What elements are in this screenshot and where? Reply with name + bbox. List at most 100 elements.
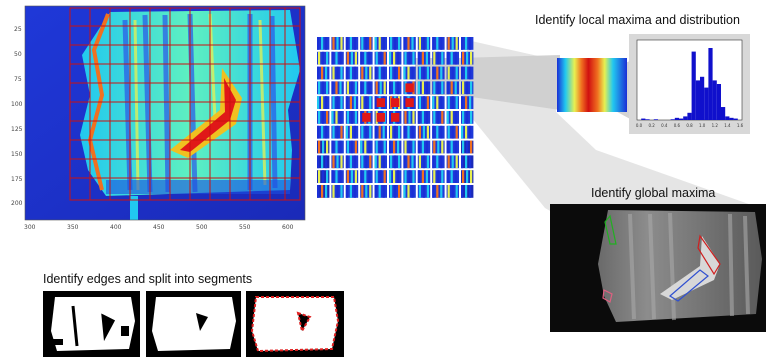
tile: [317, 185, 330, 198]
tile: [317, 140, 330, 154]
tile: [403, 81, 416, 95]
tiles-svg: [317, 37, 474, 198]
tile: [461, 155, 474, 169]
tile: [417, 66, 431, 80]
tile: [403, 170, 416, 183]
histogram-plot-area: [636, 39, 743, 121]
tile: [345, 155, 359, 169]
red-grid: [69, 7, 301, 201]
tile: [403, 51, 416, 65]
tile: [345, 81, 359, 95]
x-tick: 300: [24, 224, 36, 231]
segment-thumb-1: [43, 291, 140, 357]
global-maxima-svg: [598, 210, 762, 322]
segment-thumb-2-svg: [152, 297, 236, 351]
tile: [374, 155, 387, 169]
histogram-bar: [679, 118, 684, 120]
tile: [374, 185, 387, 198]
tile: [403, 155, 416, 169]
tile: [331, 170, 344, 183]
histogram-bar: [704, 87, 709, 120]
tile: [317, 81, 330, 95]
tile: [374, 81, 387, 95]
tile: [345, 111, 359, 124]
tile: [417, 111, 431, 124]
y-tick: 50: [14, 51, 22, 58]
tile: [360, 125, 373, 139]
zoomed-tile-svg: [557, 58, 627, 112]
tile: [317, 125, 330, 139]
tile: [461, 37, 474, 50]
y-tick: 200: [11, 200, 23, 207]
tile: [374, 170, 387, 183]
histogram-x-tick: 1.0: [699, 123, 706, 128]
tile: [461, 125, 474, 139]
y-tick: 100: [11, 101, 23, 108]
y-tick: 150: [11, 151, 23, 158]
tile: [360, 37, 373, 50]
maxima-outline-green: [604, 214, 617, 245]
histogram-bar: [641, 118, 646, 120]
hot-v-shape: [170, 68, 242, 158]
tile: [389, 140, 402, 154]
grey-part-shape: [598, 210, 762, 322]
hot-edge-left: [87, 13, 110, 191]
tile: [345, 185, 359, 198]
tile: [317, 155, 330, 169]
segment-thumb-3-svg: [250, 296, 340, 353]
histogram-x-tick: 1.4: [724, 123, 731, 128]
tile: [461, 170, 474, 183]
tile: [345, 51, 359, 65]
tile: [446, 66, 459, 80]
tile: [446, 96, 459, 109]
y-tick: 175: [11, 176, 23, 183]
tile: [360, 111, 373, 124]
x-tick: 550: [239, 224, 251, 231]
tile: [360, 155, 373, 169]
histogram-bar: [645, 119, 650, 120]
tile: [432, 125, 445, 139]
tile: [374, 140, 387, 154]
histogram-x-tick: 0.4: [661, 123, 668, 128]
tile: [317, 66, 330, 80]
maxima-outline-red: [697, 234, 721, 276]
caption-edges: Identify edges and split into segments: [43, 272, 253, 286]
tile: [446, 81, 459, 95]
exploded-tiles: [315, 35, 475, 200]
tile: [317, 96, 330, 109]
tile: [417, 81, 431, 95]
tile: [345, 170, 359, 183]
tile: [389, 111, 402, 124]
part-stem: [130, 196, 138, 220]
tile: [374, 66, 387, 80]
tile: [417, 155, 431, 169]
segment-thumb-3: [246, 291, 344, 357]
tile: [432, 155, 445, 169]
tile: [432, 81, 445, 95]
tile: [432, 37, 445, 50]
tile: [461, 111, 474, 124]
tile: [389, 37, 402, 50]
histogram-bar: [687, 112, 692, 120]
histogram-bar: [725, 116, 730, 120]
histogram-svg: 0.0 0.2 0.4 0.6 0.8 1.0 1.2 1.4 1.6: [636, 39, 744, 128]
histogram-bar: [695, 80, 700, 120]
tile: [432, 140, 445, 154]
histogram-bar: [700, 76, 705, 120]
histogram-bar: [729, 117, 734, 120]
tile: [317, 170, 330, 183]
tile: [389, 170, 402, 183]
caption-global-maxima: Identify global maxima: [591, 186, 716, 200]
histogram-bar: [653, 119, 658, 120]
tile: [432, 185, 445, 198]
tile: [417, 51, 431, 65]
tile: [331, 37, 344, 50]
tile: [461, 185, 474, 198]
histogram-bar: [733, 118, 738, 120]
tile: [389, 155, 402, 169]
tile: [446, 51, 459, 65]
tile: [374, 96, 387, 109]
tile: [446, 111, 459, 124]
tile: [331, 66, 344, 80]
tile: [446, 155, 459, 169]
